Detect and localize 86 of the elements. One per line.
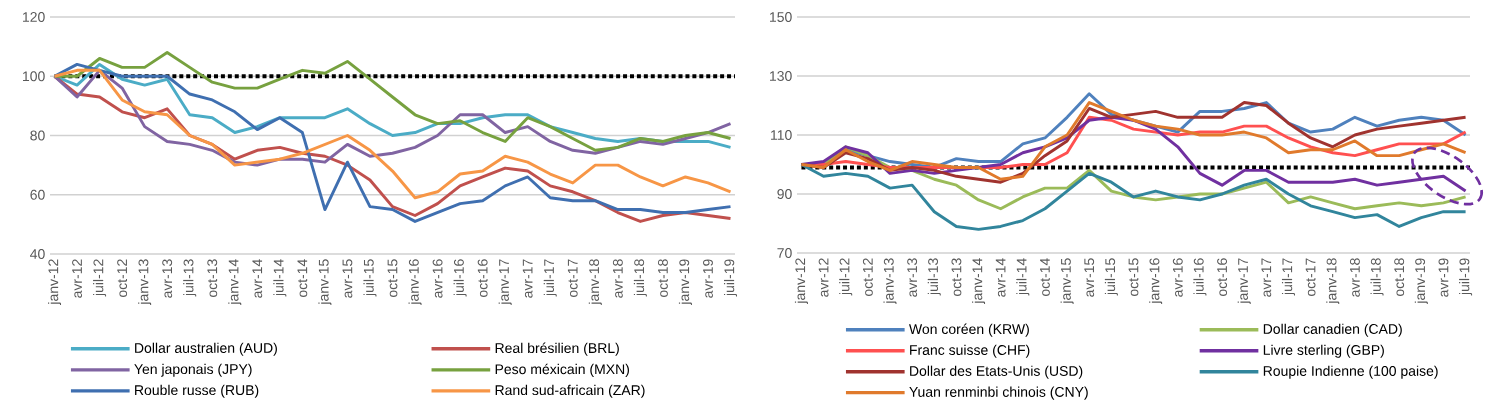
x-tick-label: avr-16 [1172,258,1183,297]
y-tick-label: 80 [30,130,45,141]
x-tick-label: juil-14 [1016,258,1030,296]
x-tick-label: avr-18 [612,259,623,298]
y-tick-label: 90 [777,189,792,199]
x-tick-label: janv-18 [1326,258,1340,304]
y-tick-label: 100 [23,71,45,82]
x-tick-label: juil-12 [93,259,107,297]
x-tick-label: juil-15 [1104,258,1118,296]
x-tick-label: avr-15 [342,259,353,298]
legend-label: Won coréen (KRW) [909,323,1029,337]
line-series [799,163,1468,231]
legend-label: Real brésilien (BRL) [495,342,619,356]
x-tick-label: janv-14 [972,258,986,304]
x-tick-label: juil-19 [1459,258,1473,296]
x-tick-label: janv-16 [408,259,422,305]
x-tick-label: oct-12 [862,258,873,297]
x-tick-label: oct-16 [1217,258,1228,297]
x-tick-label: janv-19 [678,259,692,305]
x-tick-label: juil-13 [183,259,197,297]
x-tick-label: oct-15 [1128,258,1139,297]
legend-label: Peso méxicain (MXN) [495,363,629,377]
x-tick-label: avr-13 [162,259,173,298]
x-tick-label: avr-14 [252,259,263,298]
x-tick-label: juil-16 [1193,258,1207,296]
x-tick-label: oct-16 [477,259,488,298]
y-tick-label: 130 [770,71,792,81]
legend-label: Yuan renminbi chinois (CNY) [909,386,1088,400]
y-tick-label: 40 [30,249,45,259]
x-tick-label: juil-13 [927,258,941,296]
legend-label: Rand sud-africain (ZAR) [495,384,645,398]
legend-label: Franc suisse (CHF) [910,344,1030,358]
x-tick-label: avr-19 [1438,258,1449,297]
legend-label: Rouble russe (RUB) [135,384,259,398]
x-tick-label: avr-13 [907,258,918,297]
x-tick-label: oct-12 [117,259,128,298]
legend-label: Dollar des Etats-Unis (USD) [910,365,1083,379]
x-tick-label: janv-13 [138,259,152,305]
x-tick-label: avr-17 [522,259,533,298]
legend-label: Livre sterling (GBP) [1263,344,1384,358]
x-tick-label: juil-17 [1281,258,1296,296]
x-tick-label: janv-15 [318,259,332,305]
y-tick-label: 120 [23,12,45,22]
x-tick-label: oct-18 [1394,258,1405,297]
x-tick-label: oct-14 [1040,258,1050,297]
x-tick-label: oct-13 [207,259,218,298]
x-tick-label: avr-12 [818,258,829,297]
x-tick-label: janv-19 [1414,258,1428,304]
y-tick-label: 70 [777,248,792,258]
x-tick-label: juil-17 [543,259,557,297]
x-tick-label: avr-16 [432,259,443,298]
x-tick-label: oct-15 [387,259,398,298]
x-tick-label: oct-13 [951,258,962,297]
y-tick-label: 110 [771,130,792,140]
x-tick-label: avr-19 [703,259,713,298]
x-tick-label: janv-15 [1060,258,1074,304]
legend-label: Dollar australien (AUD) [135,342,277,356]
x-tick-label: oct-14 [297,259,308,298]
x-tick-label: oct-18 [657,259,668,298]
x-tick-label: avr-15 [1084,258,1095,297]
legend-label: Yen japonais (JPY) [134,363,252,377]
x-tick-label: janv-17 [498,259,512,305]
x-tick-label: juil-14 [273,259,287,297]
y-tick-label: 60 [30,189,45,200]
x-tick-label: janv-13 [883,258,897,304]
legend-label: Dollar canadien (CAD) [1263,323,1402,337]
x-tick-label: avr-18 [1349,258,1360,297]
x-tick-label: juil-18 [633,259,647,297]
x-tick-label: juil-15 [363,259,377,297]
x-tick-label: oct-17 [567,259,578,298]
x-tick-label: juil-18 [1370,258,1384,296]
x-tick-label: janv-12 [794,258,808,304]
x-tick-label: janv-12 [47,259,62,305]
x-tick-label: juil-19 [723,259,738,297]
x-tick-label: janv-14 [228,259,242,305]
x-tick-label: avr-12 [72,259,83,298]
x-tick-label: avr-17 [1261,258,1272,297]
x-tick-label: janv-17 [1237,258,1251,304]
x-tick-label: janv-18 [588,259,602,305]
x-tick-label: juil-16 [453,259,467,297]
x-tick-label: juil-12 [839,258,853,296]
x-tick-label: avr-14 [995,258,1006,297]
y-tick-label: 150 [770,12,792,22]
x-tick-label: oct-17 [1305,258,1316,297]
x-tick-label: janv-16 [1149,258,1163,304]
legend-label: Roupie Indienne (100 paise) [1263,365,1438,379]
